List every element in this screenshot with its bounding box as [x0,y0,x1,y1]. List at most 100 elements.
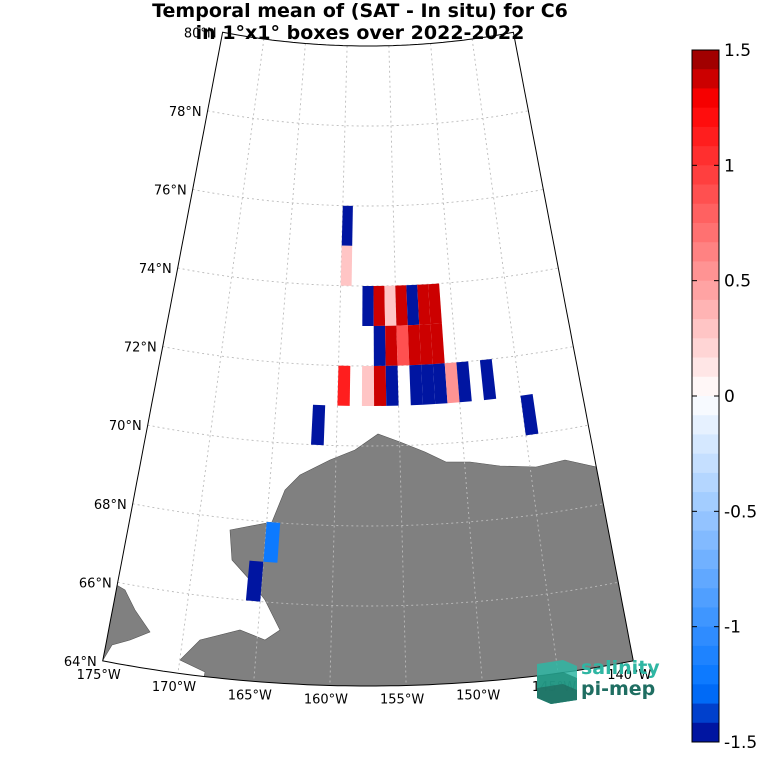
colorbar-step [692,184,719,205]
colorbar-step [692,665,719,685]
colorbar-step [692,588,719,608]
data-cell [373,365,387,406]
data-cell [362,286,374,326]
colorbar-step [692,357,719,378]
data-cell [421,364,436,405]
colorbar-step [692,261,719,282]
land-chukotka [102,559,151,687]
colorbar-tick-label: 1.5 [724,41,751,61]
data-cell [479,359,497,401]
colorbar-step [692,319,719,339]
colorbar-step [692,242,719,262]
data-cell [340,245,353,286]
lon-label: 150°W [456,688,500,703]
lat-label: 74°N [139,262,172,277]
colorbar-step [692,396,719,416]
data-cell [385,365,399,406]
lon-label: 155°W [380,693,424,708]
colorbar-tick-label: -1 [724,618,741,638]
data-cell [428,283,442,325]
map-frame [102,31,634,687]
salinity-pimep-logo: salinity pi-mep [533,656,663,706]
colorbar-step [692,165,719,185]
colorbar-step [692,645,719,666]
data-cell [337,365,351,406]
colorbar-step [692,223,719,243]
parallel-74 [177,267,559,287]
map-title: Temporal mean of (SAT - In situ) for C6 … [0,0,720,44]
lon-label: 140°W [607,668,651,683]
lat-label: 70°N [109,419,142,434]
data-cell [409,364,423,406]
meridian-170 [177,38,265,674]
colorbar-step [692,530,719,551]
colorbar-tick-label: 1 [724,156,735,176]
title-line-2: in 1°x1° boxes over 2022-2022 [195,22,525,44]
lon-label: 170°W [152,680,196,695]
data-cell [432,363,448,404]
colorbar-step [692,453,719,474]
data-cell [456,361,472,403]
colorbar-step [692,107,719,128]
colorbar-step [692,434,719,455]
lat-label: 76°N [154,183,187,198]
colorbar-step [692,146,719,166]
lat-label: 72°N [124,341,157,356]
parallel-72 [162,346,574,367]
data-cell [384,285,397,326]
data-cell [245,560,264,602]
colorbar-tick-label: 0 [724,387,735,407]
colorbar-step [692,472,719,493]
colorbar: 1.5 1 0.5 0 -0.5 -1 -1.5 [691,41,757,753]
data-cell [444,362,460,404]
data-cell [407,324,422,366]
data-cell [406,284,420,326]
colorbar-step [692,50,719,70]
colorbar-tick-label: 0.5 [724,272,751,292]
colorbar-tick-label: -0.5 [724,502,757,522]
lon-label: 160°W [304,693,348,708]
parallel-78 [207,110,529,127]
colorbar-step [692,492,719,512]
lat-label: 66°N [79,576,112,591]
parallel-76 [192,188,544,207]
colorbar-step [692,722,719,743]
data-cell [419,324,433,365]
latitude-labels: 80°N 78°N 76°N 74°N 72°N 70°N 68°N 66°N 64°N [64,26,217,670]
data-cells [245,205,539,602]
meridian-165 [253,43,306,682]
logo-text-salinity: salinity [581,657,660,679]
data-cell [396,325,410,366]
data-cell [395,285,408,326]
data-cell [385,325,398,366]
data-cell [361,366,375,406]
meridian-155 [388,45,407,686]
colorbar-step [692,88,719,109]
logo-wave-icon [537,660,577,704]
lon-label: 165°W [228,688,272,703]
data-cell [430,323,445,365]
data-cell [373,325,386,366]
colorbar-step [692,684,719,704]
lon-label: 175°W [77,668,121,683]
parallel-70 [147,424,589,447]
meridian-160 [329,45,348,686]
data-cell [520,394,539,436]
colorbar-step [692,415,719,435]
lat-label: 80°N [184,26,217,41]
colorbar-step [692,338,719,358]
colorbar-step [692,607,719,628]
colorbar-step [692,299,719,320]
data-cell [417,284,431,325]
data-cell [373,285,386,326]
colorbar-step [692,549,719,570]
data-cell [341,205,353,246]
colorbar-tick-label: -1.5 [724,733,757,753]
parallel-66 [117,581,619,607]
colorbar-step [692,280,719,301]
colorbar-step [692,569,719,589]
parallel-68 [132,503,604,527]
land-masses [102,433,634,687]
colorbar-step [692,126,719,147]
